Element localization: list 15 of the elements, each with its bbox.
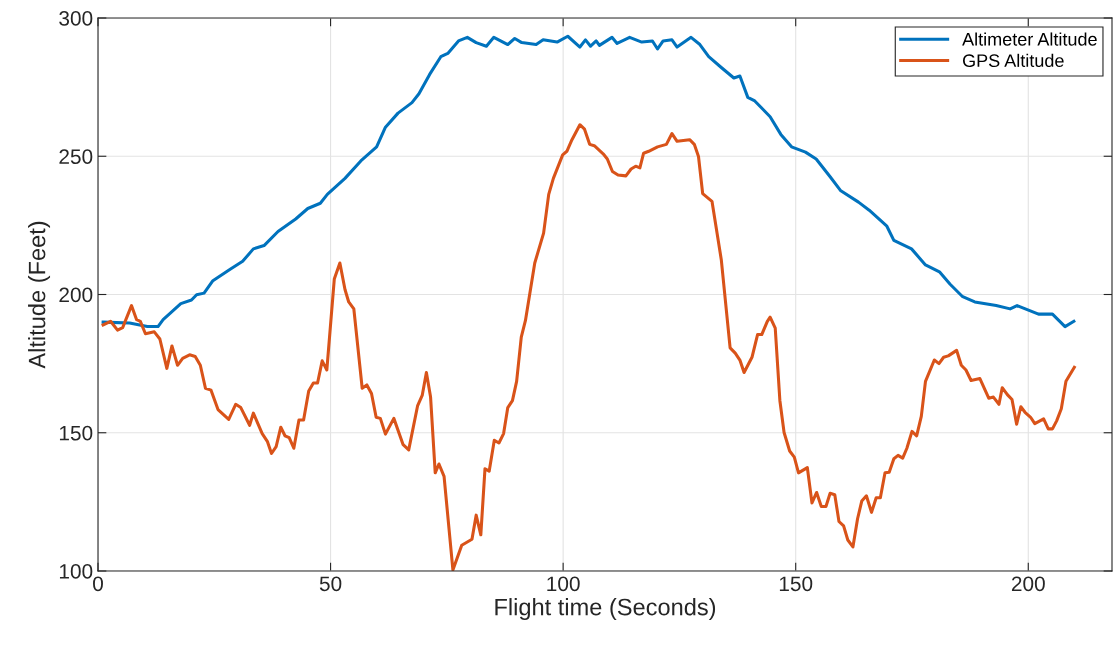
y-tick-label: 200 [59,287,93,303]
y-tick-label: 250 [59,149,93,164]
x-tick-label: 200 [1011,576,1045,592]
legend-label: GPS Altitude [962,53,1064,68]
x-tick-label: 50 [319,576,342,592]
y-tick-label: 100 [59,564,93,579]
y-axis-title: Altitude (Feet) [28,221,51,369]
y-tick-label: 300 [59,11,93,26]
x-tick-label: 100 [547,576,580,592]
line-series [101,123,1076,571]
x-tick-label: 150 [779,576,813,592]
x-tick-label: 0 [93,576,103,592]
legend-label: Altimeter Altitude [962,32,1097,46]
x-axis-title: Flight time (Seconds) [495,598,716,621]
y-tick-label: 150 [59,425,93,441]
